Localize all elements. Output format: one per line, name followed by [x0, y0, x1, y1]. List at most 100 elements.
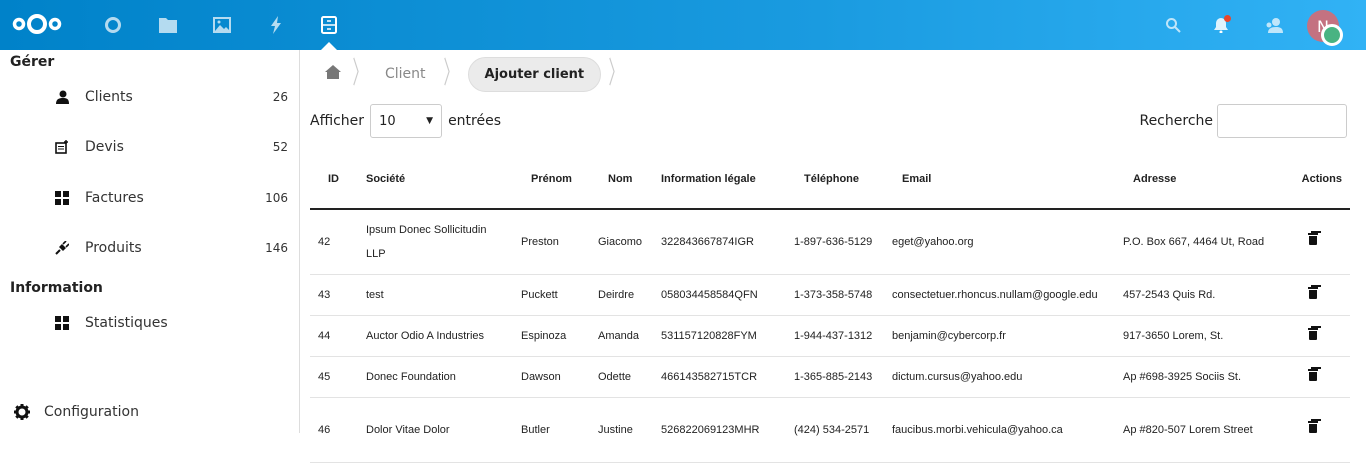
column-header[interactable]: Information légale: [653, 150, 786, 210]
table-cell: Butler: [513, 397, 590, 463]
home-icon[interactable]: [321, 65, 345, 83]
files-icon[interactable]: [156, 13, 180, 37]
section-heading-information: Information: [10, 280, 103, 296]
activity-icon[interactable]: [264, 13, 288, 37]
table-header-row: ID Société Prénom Nom Information légale Télé…: [310, 150, 1350, 210]
active-app-indicator: [321, 42, 337, 50]
table-cell: Justine: [590, 397, 653, 463]
notification-badge: [1224, 15, 1231, 22]
table-cell: 44: [310, 315, 358, 357]
column-header[interactable]: ID: [310, 150, 358, 210]
settings-button[interactable]: Configuration: [0, 392, 300, 432]
plug-icon: [54, 240, 70, 256]
table-cell: 526822069123MHR: [653, 397, 786, 463]
delete-trash-icon[interactable]: [1308, 367, 1318, 381]
users-icon: [54, 89, 70, 105]
online-status-indicator: [1321, 24, 1343, 46]
table-cell: faucibus.morbi.vehicula@yahoo.ca: [884, 397, 1115, 463]
settings-label: Configuration: [44, 404, 139, 420]
avatar-initial: N: [1317, 16, 1329, 36]
table-cell: 457-2543 Quis Rd.: [1115, 274, 1277, 316]
sidebar-item-label: Statistiques: [85, 315, 168, 331]
breadcrumb-separator: 〉: [352, 56, 368, 91]
sidebar-item-count: 52: [272, 140, 288, 154]
table-cell: Puckett: [513, 274, 590, 316]
column-header[interactable]: Société: [358, 150, 513, 210]
sidebar-item-devis[interactable]: Devis 52: [0, 127, 300, 167]
search-label: Recherche: [1139, 113, 1213, 129]
table-cell: Odette: [590, 356, 653, 398]
table-row[interactable]: 44 Auctor Odio A Industries Espinoza Amanda…: [310, 315, 1350, 357]
table-cell: Dolor Vitae Dolor: [358, 397, 513, 463]
top-bar: N: [0, 0, 1366, 50]
actions-cell: [1277, 274, 1350, 316]
nextcloud-logo-icon[interactable]: [12, 12, 62, 36]
delete-trash-icon[interactable]: [1308, 231, 1318, 245]
table-cell: Giacomo: [590, 209, 653, 275]
search-icon[interactable]: [1161, 13, 1185, 37]
grid-icon: [54, 190, 70, 206]
table-cell: eget@yahoo.org: [884, 209, 1115, 275]
table-cell: Preston: [513, 209, 590, 275]
table-row[interactable]: 46 Dolor Vitae Dolor Butler Justine 52682206…: [310, 397, 1350, 463]
actions-cell: [1277, 356, 1350, 398]
table-cell: Ap #698-3925 Sociis St.: [1115, 356, 1277, 398]
sidebar-item-factures[interactable]: Factures 106: [0, 178, 300, 218]
sidebar-item-produits[interactable]: Produits 146: [0, 228, 300, 268]
breadcrumb-separator: 〉: [608, 56, 624, 91]
table-cell: 43: [310, 274, 358, 316]
table-cell: 45: [310, 356, 358, 398]
sidebar-item-count: 26: [272, 90, 288, 104]
table-row[interactable]: 42 Ipsum Donec Sollicitudin LLP Preston Gia…: [310, 209, 1350, 275]
grid-icon: [54, 315, 70, 331]
section-heading-manage: Gérer: [10, 54, 55, 70]
breadcrumb-client[interactable]: Client: [385, 66, 426, 82]
delete-trash-icon[interactable]: [1308, 419, 1318, 433]
column-header[interactable]: Nom: [590, 150, 653, 210]
column-header[interactable]: Adresse: [1115, 150, 1277, 210]
breadcrumb: 〉 Client 〉 Ajouter client 〉: [321, 54, 631, 94]
entries-label: entrées: [448, 113, 502, 129]
sidebar-item-count: 106: [265, 191, 288, 205]
table-cell: 531157120828FYM: [653, 315, 786, 357]
column-header[interactable]: Téléphone: [786, 150, 884, 210]
contacts-icon[interactable]: [1262, 13, 1286, 37]
show-label: Afficher: [310, 113, 365, 129]
table-row[interactable]: 45 Donec Foundation Dawson Odette 4661435827…: [310, 356, 1350, 398]
table-row[interactable]: 43 test Puckett Deirdre 058034458584QFN 1-373…: [310, 274, 1350, 316]
table-cell: 466143582715TCR: [653, 356, 786, 398]
table-cell: (424) 534-2571: [786, 397, 884, 463]
table-cell: Espinoza: [513, 315, 590, 357]
photos-icon[interactable]: [210, 13, 234, 37]
table-cell: 058034458584QFN: [653, 274, 786, 316]
delete-trash-icon[interactable]: [1308, 285, 1318, 299]
sidebar-item-label: Devis: [85, 139, 124, 155]
table-cell: dictum.cursus@yahoo.edu: [884, 356, 1115, 398]
add-client-button[interactable]: Ajouter client: [467, 56, 602, 92]
table-cell: 46: [310, 397, 358, 463]
actions-cell: [1277, 315, 1350, 357]
column-header[interactable]: Prénom: [513, 150, 590, 210]
table-cell: 917-3650 Lorem, St.: [1115, 315, 1277, 357]
column-header[interactable]: Email: [884, 150, 1115, 210]
table-cell: Amanda: [590, 315, 653, 357]
table-cell: 1-944-437-1312: [786, 315, 884, 357]
sidebar-item-label: Factures: [85, 190, 144, 206]
table-cell: Dawson: [513, 356, 590, 398]
sidebar-item-count: 146: [265, 241, 288, 255]
breadcrumb-separator: 〉: [443, 56, 459, 91]
table-cell: 1-365-885-2143: [786, 356, 884, 398]
delete-trash-icon[interactable]: [1308, 326, 1318, 340]
search-input[interactable]: [1217, 104, 1347, 138]
table-cell: 322843667874IGR: [653, 209, 786, 275]
column-header[interactable]: Actions: [1277, 150, 1350, 210]
page-size-select[interactable]: 10 ▼: [370, 104, 443, 138]
table-cell: consectetuer.rhoncus.nullam@google.edu: [884, 274, 1115, 316]
sidebar-item-label: Produits: [85, 240, 142, 256]
sidebar-item-statistiques[interactable]: Statistiques: [0, 303, 300, 343]
dashboard-icon[interactable]: [101, 13, 125, 37]
invoicing-app-icon[interactable]: [317, 13, 341, 37]
table-cell: 42: [310, 209, 358, 275]
table-cell: benjamin@cybercorp.fr: [884, 315, 1115, 357]
sidebar-item-clients[interactable]: Clients 26: [0, 77, 300, 117]
